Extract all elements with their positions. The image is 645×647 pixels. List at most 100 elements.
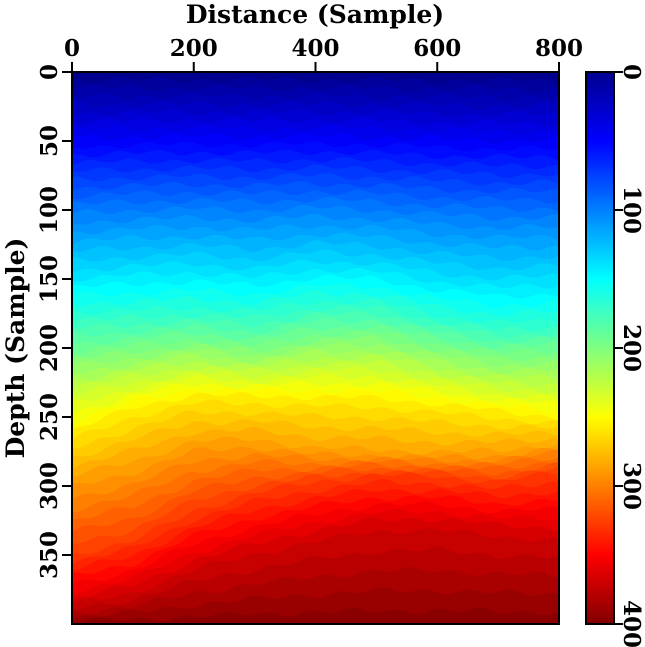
- colorbar-band: [586, 552, 614, 556]
- colorbar-band: [586, 325, 614, 330]
- colorbar-band: [586, 527, 614, 531]
- colorbar-band: [586, 543, 614, 548]
- colorbar-tick-label: 300: [618, 462, 645, 510]
- colorbar-band: [586, 99, 614, 103]
- colorbar-band: [586, 494, 614, 498]
- colorbar-band: [586, 270, 614, 275]
- colorbar-band: [586, 85, 614, 90]
- colorbar-band: [586, 394, 614, 399]
- colorbar-band: [586, 83, 614, 87]
- colorbar-band: [586, 599, 614, 603]
- colorbar-band: [586, 364, 614, 368]
- colorbar-band: [586, 179, 614, 183]
- colorbar-band: [586, 176, 614, 181]
- colorbar-band: [586, 405, 614, 410]
- colorbar-band: [586, 621, 614, 625]
- colorbar-band: [586, 182, 614, 186]
- colorbar-band: [586, 414, 614, 418]
- colorbar-band: [586, 563, 614, 567]
- colorbar-band: [586, 601, 614, 606]
- colorbar-band: [586, 132, 614, 137]
- colorbar-band: [586, 149, 614, 153]
- colorbar-tick-label: 400: [618, 600, 645, 647]
- colorbar-band: [586, 408, 614, 413]
- colorbar-band: [586, 331, 614, 335]
- colorbar-band: [586, 243, 614, 247]
- colorbar-band: [586, 198, 614, 203]
- colorbar-band: [586, 171, 614, 175]
- x-axis: 0 200 400 600 800: [64, 35, 583, 72]
- colorbar-band: [586, 152, 614, 156]
- colorbar-band: [586, 254, 614, 258]
- colorbar-band: [586, 392, 614, 396]
- colorbar-band: [586, 417, 614, 421]
- colorbar-band: [586, 298, 614, 302]
- colorbar-band: [586, 146, 614, 150]
- y-axis-title: Depth (Sample): [1, 238, 30, 459]
- colorbar-band: [586, 210, 614, 214]
- colorbar-band: [586, 94, 614, 98]
- colorbar-band: [586, 469, 614, 473]
- colorbar-band: [586, 212, 614, 217]
- colorbar-band: [586, 488, 614, 493]
- colorbar-band: [586, 579, 614, 584]
- colorbar-band: [586, 372, 614, 377]
- colorbar-band: [586, 265, 614, 269]
- colorbar-band: [586, 519, 614, 523]
- colorbar-band: [586, 596, 614, 600]
- colorbar-band: [586, 118, 614, 123]
- colorbar-band: [586, 232, 614, 236]
- colorbar-band: [586, 430, 614, 435]
- colorbar-band: [586, 604, 614, 609]
- colorbar-band: [586, 607, 614, 611]
- colorbar-band: [586, 444, 614, 448]
- colorbar-band: [586, 345, 614, 349]
- y-tick-label: 150: [36, 255, 63, 303]
- x-tick-label: 200: [170, 35, 218, 62]
- colorbar-band: [586, 121, 614, 126]
- colorbar-band: [586, 461, 614, 465]
- colorbar-band: [586, 314, 614, 319]
- colorbar-band: [586, 317, 614, 321]
- colorbar-band: [586, 452, 614, 457]
- colorbar-band: [586, 207, 614, 211]
- colorbar-band: [586, 477, 614, 482]
- colorbar-band: [586, 284, 614, 288]
- colorbar-band: [586, 356, 614, 360]
- colorbar-band: [586, 124, 614, 128]
- y-tick-label: 100: [36, 186, 63, 234]
- colorbar-band: [586, 455, 614, 459]
- colorbar-band: [586, 229, 614, 233]
- colorbar-band: [586, 201, 614, 206]
- colorbar-band: [586, 251, 614, 255]
- colorbar-band: [586, 400, 614, 404]
- colorbar-band: [586, 88, 614, 92]
- colorbar-band: [586, 574, 614, 578]
- colorbar-band: [586, 143, 614, 148]
- y-tick-label: 50: [36, 125, 63, 157]
- colorbar-tick-label: 200: [618, 324, 645, 372]
- colorbar-band: [586, 287, 614, 291]
- colorbar-band: [586, 521, 614, 526]
- colorbar-band: [586, 74, 614, 79]
- colorbar-band: [586, 516, 614, 520]
- colorbar-band: [586, 160, 614, 164]
- colorbar-band: [586, 110, 614, 114]
- colorbar-band: [586, 560, 614, 564]
- colorbar-band: [586, 524, 614, 528]
- colorbar-band: [586, 472, 614, 476]
- colorbar-band: [586, 590, 614, 595]
- x-tick-label: 0: [64, 35, 80, 62]
- colorbar-band: [586, 204, 614, 208]
- colorbar-band: [586, 154, 614, 159]
- colorbar-band: [586, 353, 614, 357]
- colorbar-band: [586, 386, 614, 390]
- colorbar-band: [586, 568, 614, 573]
- colorbar-band: [586, 185, 614, 189]
- colorbar-band: [586, 425, 614, 429]
- colorbar-band: [586, 530, 614, 534]
- colorbar-band: [586, 555, 614, 559]
- colorbar-band: [586, 541, 614, 545]
- x-tick-label: 400: [291, 35, 339, 62]
